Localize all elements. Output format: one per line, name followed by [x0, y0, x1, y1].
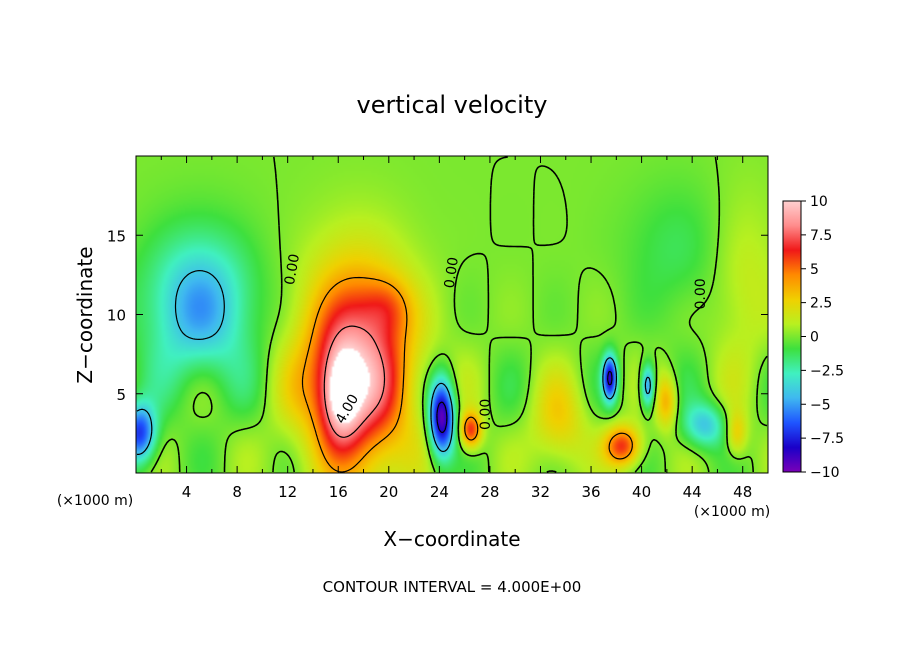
x-unit-left: (×1000 m) — [57, 493, 133, 509]
colorbar-label: 5 — [810, 262, 819, 278]
x-tick-label: 20 — [379, 483, 398, 501]
contour-level-line — [301, 276, 633, 473]
contour-label: 0.00 — [693, 278, 709, 309]
contour-labels: 0.00 0.000.000.004.00 — [282, 253, 709, 430]
x-tick-label: 40 — [632, 483, 651, 501]
y-axis: 5 10 15 — [107, 227, 768, 404]
colorbar-label: −2.5 — [810, 363, 844, 379]
contour-interval-note: CONTOUR INTERVAL = 4.000E+00 — [323, 578, 582, 596]
x-tick-label: 4 — [182, 483, 192, 501]
contour-label: 0.00 — [442, 256, 462, 289]
x-tick-label: 24 — [430, 483, 449, 501]
contour-level-line — [436, 370, 613, 434]
x-tick-label: 48 — [733, 483, 752, 501]
colorbar-label: 7.5 — [810, 228, 832, 244]
contour-level-line — [136, 270, 651, 455]
y-axis-label: Z−coordinate — [73, 246, 97, 383]
y-tick-label: 10 — [107, 307, 126, 325]
contour-label: 0.00 — [478, 399, 494, 430]
colorbar-label: −10 — [810, 465, 840, 481]
velocity-field — [136, 156, 768, 473]
chart-title: vertical velocity — [357, 91, 548, 119]
x-tick-label: 16 — [329, 483, 348, 501]
y-tick-label: 5 — [116, 386, 126, 404]
x-tick-label: 8 — [232, 483, 242, 501]
x-tick-label: 32 — [531, 483, 550, 501]
x-axis-label: X−coordinate — [383, 527, 520, 551]
colorbar-label: 10 — [810, 194, 828, 210]
x-tick-label: 44 — [683, 483, 702, 501]
x-tick-label: 36 — [581, 483, 600, 501]
colorbar — [782, 200, 802, 473]
x-tick-label: 28 — [480, 483, 499, 501]
contour-lines — [136, 156, 768, 473]
y-tick-label: 15 — [107, 227, 126, 245]
colorbar-ticks: 10 7.5 5 2.5 0 −2.5 −5 −7.5 −10 — [801, 194, 844, 481]
colorbar-label: −5 — [810, 397, 831, 413]
contour-level-line — [323, 325, 386, 438]
colorbar-label: 0 — [810, 330, 819, 346]
colorbar-label: 2.5 — [810, 296, 832, 312]
x-unit-right: (×1000 m) — [694, 504, 770, 520]
x-axis: 4 8 12 16 20 24 28 32 36 40 44 48 — [160, 156, 752, 501]
x-tick-label: 12 — [278, 483, 297, 501]
contour-level-line — [150, 156, 768, 473]
contour-label: 0.00 — [282, 253, 303, 286]
colorbar-label: −7.5 — [810, 431, 844, 447]
